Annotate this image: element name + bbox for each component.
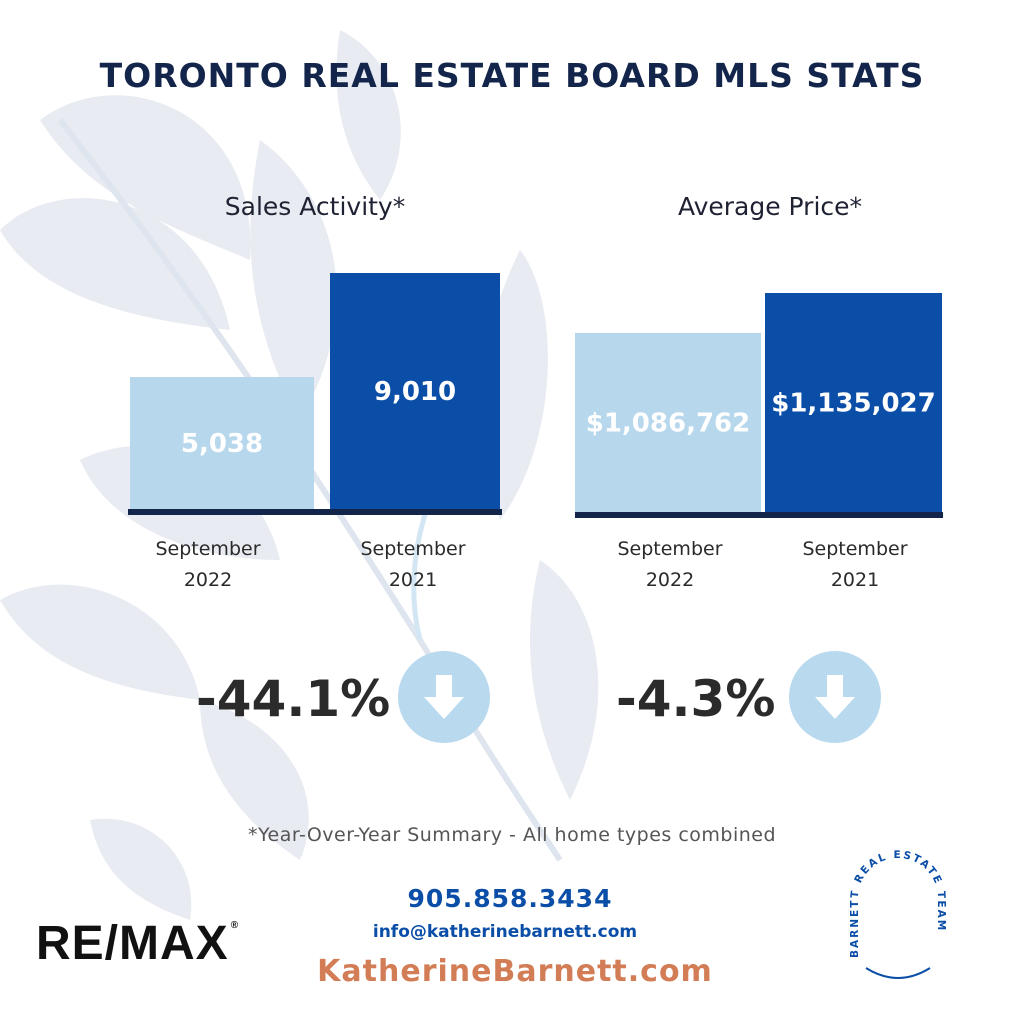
price-category-label-1-line2: 2022 [645,569,695,591]
sales-category-label-1-line1: September [155,538,261,560]
price-category-label-1: September 2022 [590,534,750,596]
price-category-label-2: September 2021 [775,534,935,596]
price-bar-1 [575,332,761,512]
price-change-percent: -4.3% [616,670,776,728]
phone-number[interactable]: 905.858.3434 [407,884,613,913]
price-category-label-1-line1: September [617,538,723,560]
sales-change-percent: -44.1% [196,670,391,728]
price-chart-baseline [575,512,943,518]
sales-bar-1 [130,377,314,509]
sales-bar-value-label-1: 5,038 [181,429,263,459]
remax-logo: RE/MAX ® [36,916,239,971]
remax-logo-text: RE/MAX [36,917,229,970]
svg-text:BARNETT REAL ESTATE TEAM: BARNETT REAL ESTATE TEAM [849,849,947,958]
sales-down-arrow-icon [398,651,490,743]
sales-chart-baseline [128,509,502,515]
price-category-label-2-line1: September [802,538,908,560]
sales-category-label-1: September 2022 [128,534,288,596]
sales-category-label-2-line1: September [360,538,466,560]
sales-bar-2 [330,273,500,509]
price-bar-value-label-2: $1,135,027 [771,389,935,419]
remax-registered-mark: ® [230,920,240,931]
price-down-arrow-icon [789,651,881,743]
website-link[interactable]: KatherineBarnett.com [317,954,713,989]
sales-category-label-2-line2: 2021 [388,569,438,591]
sales-category-label-2: September 2021 [333,534,493,596]
down-arrow-icon [815,675,855,719]
page-title: TORONTO REAL ESTATE BOARD MLS STATS [99,56,925,95]
sales-bar-value-label-2: 9,010 [374,377,456,407]
price-chart-title: Average Price* [677,192,863,221]
sales-chart-title: Sales Activity* [224,192,406,221]
price-category-label-2-line2: 2021 [830,569,880,591]
footnote: *Year-Over-Year Summary - All home types… [247,824,777,846]
price-bar-value-label-1: $1,086,762 [586,408,750,438]
price-bar-2 [765,293,942,512]
sales-category-label-1-line2: 2022 [183,569,233,591]
email-address[interactable]: info@katherinebarnett.com [372,922,638,942]
barnett-team-logo: BARNETT REAL ESTATE TEAM [849,849,947,979]
down-arrow-icon [424,675,464,719]
